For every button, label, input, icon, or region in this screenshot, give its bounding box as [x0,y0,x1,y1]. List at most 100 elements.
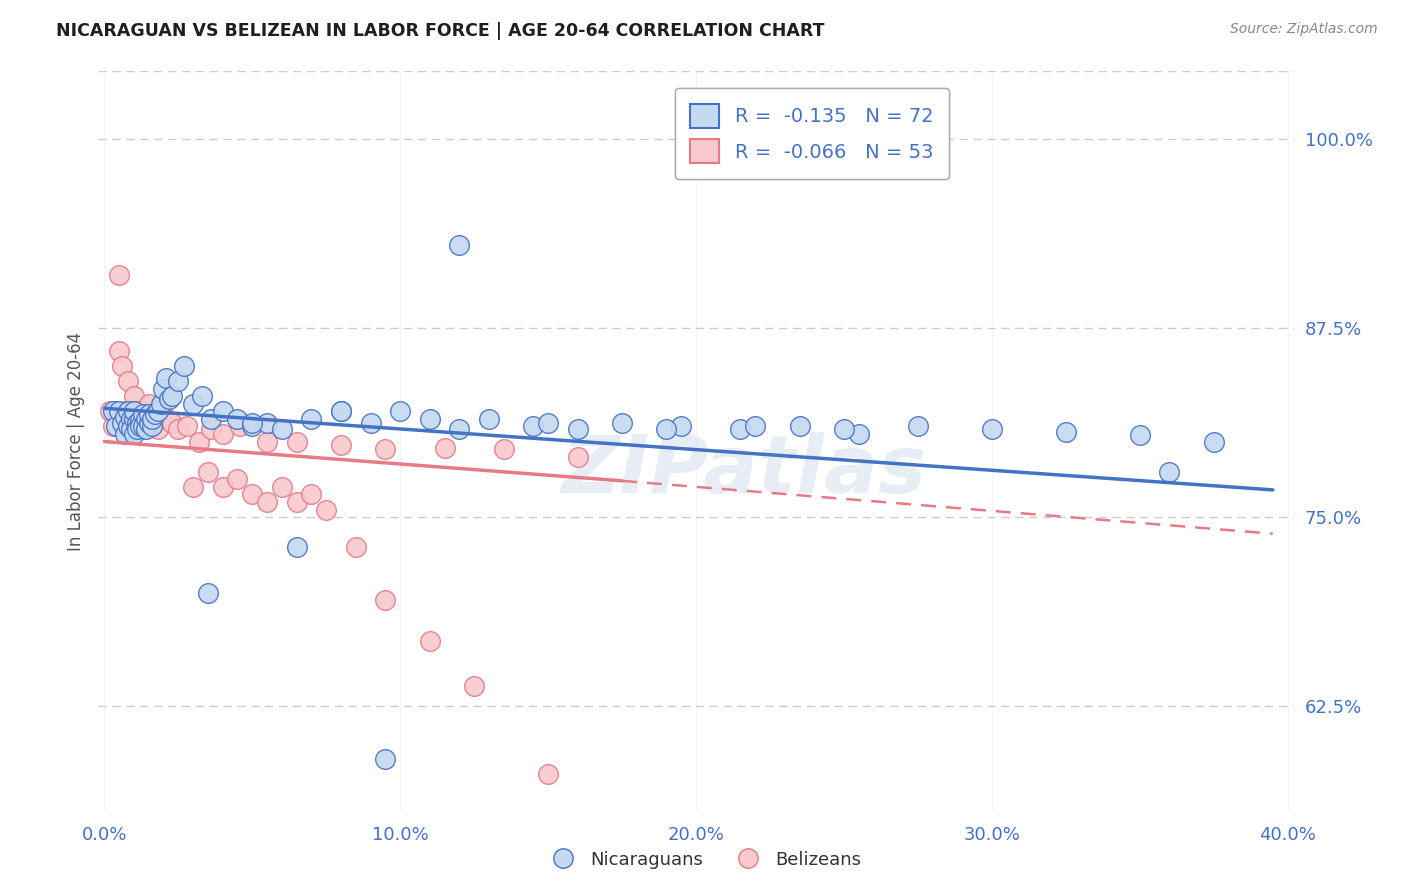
Point [256,417,278,431]
Point [135,412,157,426]
Point [655,422,678,436]
Point [155,371,177,385]
Point [167,374,190,388]
Y-axis label: In Labor Force | Age 20-64: In Labor Force | Age 20-64 [66,332,84,551]
Point [111,359,134,373]
Point [120,412,142,426]
Point [167,422,190,436]
Point [299,412,322,426]
Point [433,441,456,455]
Point [789,419,811,434]
Point [200,422,222,436]
Point [211,404,233,418]
Point [117,419,139,434]
Point [132,419,155,434]
Point [132,404,155,418]
Point [125,404,148,418]
Point [181,397,204,411]
Point [135,422,157,436]
Point [537,767,560,781]
Point [149,397,172,411]
Point [211,427,233,442]
Point [108,404,131,418]
Point [285,495,308,509]
Point [146,422,169,436]
Point [122,389,145,403]
Point [122,427,145,442]
Point [980,422,1002,436]
Point [122,412,145,426]
Point [141,419,163,434]
Text: Source: ZipAtlas.com: Source: ZipAtlas.com [1230,22,1378,37]
Point [146,404,169,418]
Point [299,487,322,501]
Point [191,389,214,403]
Point [132,408,155,422]
Point [122,417,145,431]
Point [730,422,752,436]
Point [270,480,292,494]
Point [117,374,139,388]
Point [522,419,544,434]
Point [330,437,353,451]
Point [330,404,353,418]
Point [125,422,148,436]
Point [138,397,160,411]
Point [270,422,292,436]
Point [1159,465,1181,479]
Point [128,413,150,427]
Point [114,404,136,418]
Point [181,480,204,494]
Point [149,404,172,418]
Point [132,422,155,436]
Point [360,417,382,431]
Point [449,422,471,436]
Point [240,417,263,431]
Point [120,404,142,418]
Point [610,417,633,431]
Point [669,419,692,434]
Point [226,412,249,426]
Point [103,419,125,434]
Point [256,495,278,509]
Point [478,412,501,426]
Point [567,450,589,464]
Point [105,419,128,434]
Point [138,408,160,422]
Point [229,419,252,434]
Point [98,404,121,418]
Point [315,502,337,516]
Point [832,422,855,436]
Point [226,472,249,486]
Point [374,593,396,607]
Point [128,419,150,434]
Point [108,268,131,283]
Point [128,419,150,434]
Point [120,422,142,436]
Point [567,422,589,436]
Point [117,404,139,418]
Point [256,434,278,449]
Legend: Nicaraguans, Belizeans: Nicaraguans, Belizeans [537,844,869,876]
Point [111,417,134,431]
Point [240,487,263,501]
Point [162,417,184,431]
Point [200,412,222,426]
Point [117,419,139,434]
Point [211,480,233,494]
Point [1129,428,1152,442]
Point [537,417,560,431]
Point [188,434,211,449]
Point [155,412,177,426]
Point [374,752,396,766]
Point [344,541,367,555]
Point [848,427,870,442]
Point [152,382,174,396]
Point [152,408,174,422]
Point [285,434,308,449]
Point [330,404,353,418]
Point [173,359,195,373]
Point [143,417,166,431]
Point [176,419,198,434]
Point [105,404,128,418]
